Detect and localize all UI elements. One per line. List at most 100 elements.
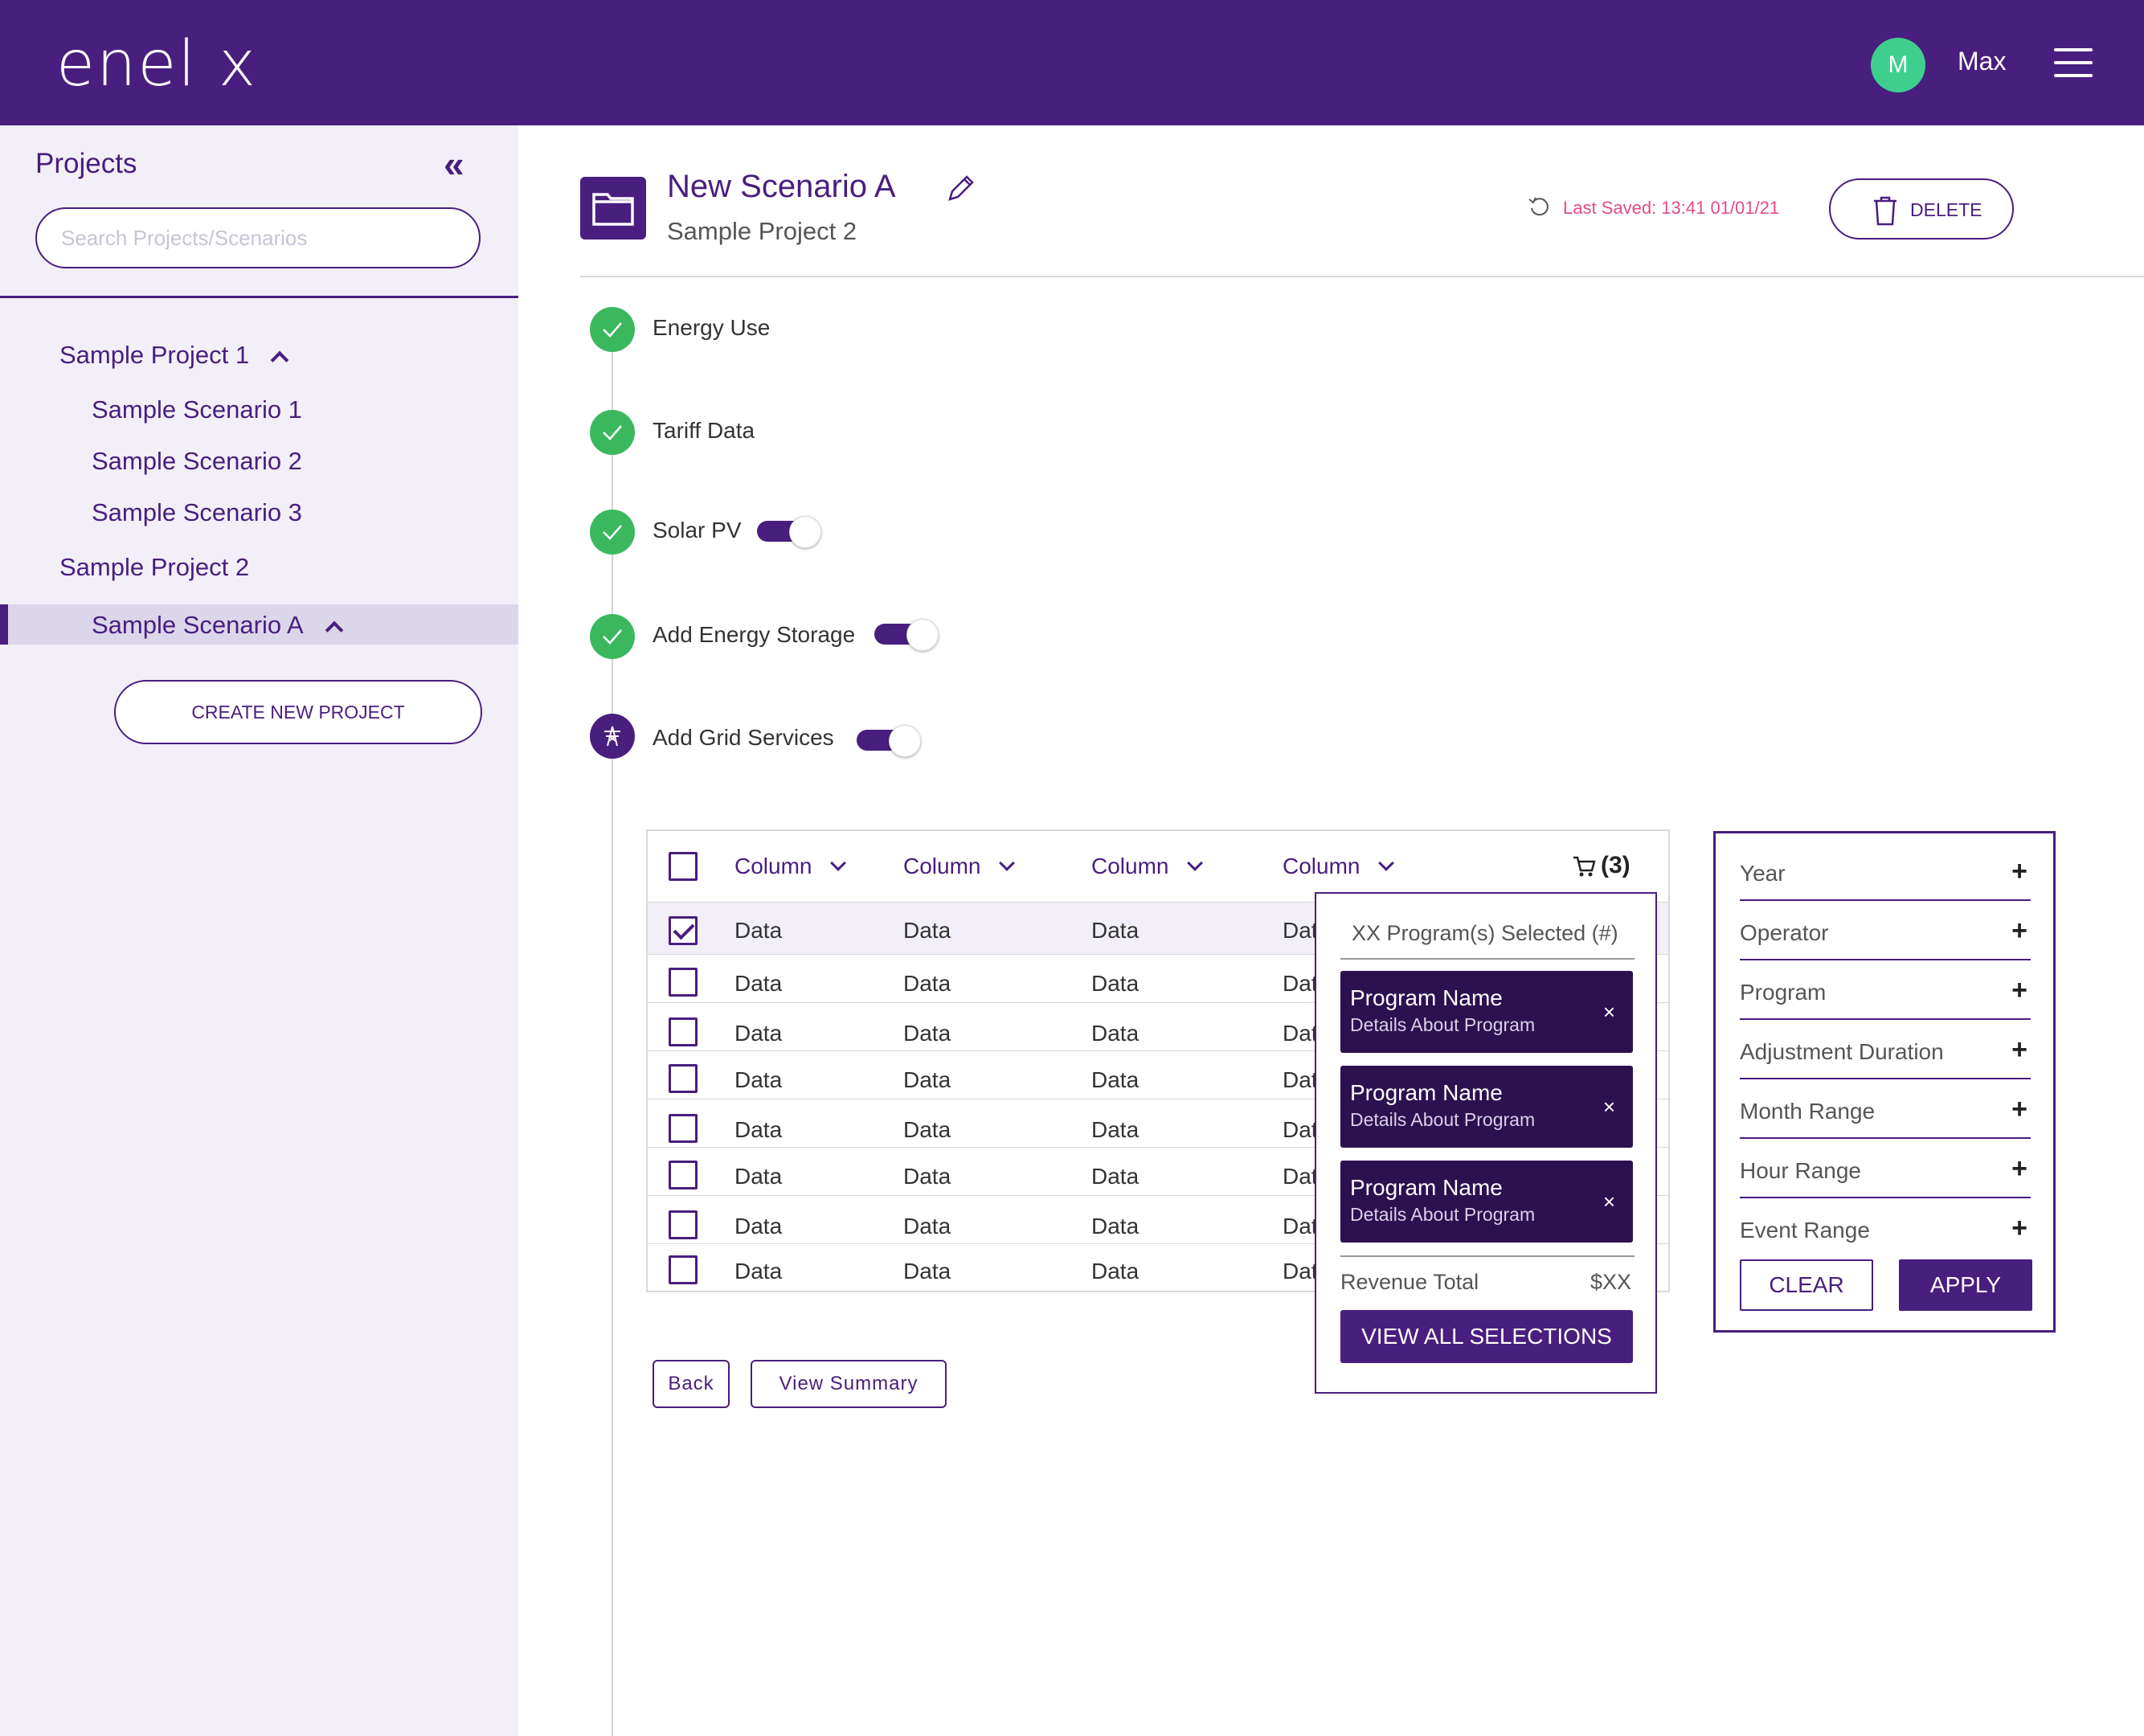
filter-label: Adjustment Duration: [1740, 1039, 1944, 1064]
check-icon: [590, 510, 635, 555]
plus-icon[interactable]: +: [2011, 975, 2027, 1005]
program-details: Details About Program: [1350, 1014, 1536, 1035]
filter-month-range[interactable]: Month Range +: [1740, 1079, 2031, 1139]
row-checkbox[interactable]: [669, 968, 698, 997]
edit-pencil-icon[interactable]: [945, 172, 977, 204]
plus-icon[interactable]: +: [2011, 1213, 2027, 1243]
solar-pv-toggle[interactable]: [757, 516, 821, 548]
chevron-down-icon: [999, 855, 1016, 871]
cart-count: (3): [1601, 852, 1631, 878]
grid-services-toggle[interactable]: [857, 725, 921, 757]
search-projects-input[interactable]: [35, 207, 481, 268]
select-all-checkbox[interactable]: [669, 852, 698, 881]
cart-icon: [1573, 856, 1596, 877]
plus-icon[interactable]: +: [2011, 915, 2027, 946]
plus-icon[interactable]: +: [2011, 856, 2027, 886]
step-tariff-data[interactable]: Tariff Data: [653, 418, 755, 443]
table-cell: Data: [1091, 1164, 1140, 1189]
program-card[interactable]: Program Name Details About Program ×: [1340, 1161, 1633, 1243]
column-header-4[interactable]: Column: [1283, 854, 1395, 879]
project-subtitle: Sample Project 2: [667, 217, 857, 245]
chevron-up-icon[interactable]: [270, 350, 289, 370]
user-name[interactable]: Max: [1958, 47, 2007, 76]
row-divider: [648, 902, 1668, 903]
plus-icon[interactable]: +: [2011, 1094, 2027, 1124]
row-checkbox[interactable]: [669, 1017, 698, 1046]
view-summary-button[interactable]: View Summary: [751, 1360, 947, 1408]
step-energy-storage[interactable]: Add Energy Storage: [653, 622, 856, 647]
apply-filters-button[interactable]: APPLY: [1899, 1259, 2032, 1311]
row-checkbox[interactable]: [669, 1114, 698, 1143]
check-icon: [590, 410, 635, 455]
row-checkbox[interactable]: [669, 916, 698, 945]
table-cell: Data: [903, 1214, 951, 1239]
table-cell: Data: [903, 1117, 951, 1142]
program-card[interactable]: Program Name Details About Program ×: [1340, 971, 1633, 1053]
plus-icon[interactable]: +: [2011, 1153, 2027, 1184]
remove-close-icon[interactable]: ×: [1602, 1189, 1615, 1214]
popup-divider: [1340, 958, 1635, 960]
filter-panel: Year + Operator + Program + Adjustment Dura…: [1713, 831, 2056, 1333]
sidebar-project-1[interactable]: Sample Project 1: [59, 341, 289, 370]
project-label: Sample Project 1: [59, 341, 250, 369]
enel-x-logo[interactable]: enel x: [56, 28, 258, 100]
sidebar-divider: [0, 296, 518, 298]
chevron-up-icon[interactable]: [325, 620, 343, 640]
popup-title: XX Program(s) Selected (#): [1352, 921, 1618, 945]
program-card[interactable]: Program Name Details About Program ×: [1340, 1066, 1633, 1148]
collapse-sidebar-icon[interactable]: «: [444, 143, 464, 185]
program-name: Program Name: [1350, 1175, 1503, 1200]
row-checkbox[interactable]: [669, 1161, 698, 1189]
back-button[interactable]: Back: [653, 1360, 730, 1408]
column-header-label: Column: [903, 854, 981, 878]
row-checkbox[interactable]: [669, 1064, 698, 1093]
hamburger-menu-icon[interactable]: [2054, 48, 2093, 80]
table-cell: Data: [734, 1067, 783, 1092]
filter-program[interactable]: Program +: [1740, 960, 2031, 1020]
step-solar-pv[interactable]: Solar PV: [653, 518, 742, 542]
sidebar-scenario-3[interactable]: Sample Scenario 3: [92, 498, 302, 526]
sidebar-scenario-a[interactable]: Sample Scenario A: [92, 611, 343, 640]
filter-year[interactable]: Year +: [1740, 841, 2031, 901]
filter-label: Program: [1740, 980, 1827, 1005]
clear-filters-button[interactable]: CLEAR: [1740, 1259, 1873, 1311]
view-all-selections-button[interactable]: VIEW ALL SELECTIONS: [1340, 1310, 1633, 1363]
delete-button[interactable]: DELETE: [1829, 178, 2014, 240]
remove-close-icon[interactable]: ×: [1602, 1095, 1615, 1119]
cart-button[interactable]: (3): [1572, 852, 1631, 879]
refresh-icon: [1527, 194, 1551, 219]
active-item-indicator: [0, 604, 8, 645]
chevron-down-icon: [1378, 855, 1395, 871]
remove-close-icon[interactable]: ×: [1602, 1000, 1615, 1024]
filter-label: Operator: [1740, 920, 1829, 945]
user-avatar[interactable]: M: [1871, 38, 1925, 92]
revenue-total-label: Revenue Total: [1340, 1270, 1479, 1294]
row-divider: [648, 1147, 1668, 1148]
filter-hour-range[interactable]: Hour Range +: [1740, 1139, 2031, 1198]
popup-divider: [1340, 1255, 1635, 1257]
create-new-project-button[interactable]: CREATE NEW PROJECT: [114, 680, 482, 744]
filter-event-range[interactable]: Event Range +: [1740, 1198, 2031, 1258]
table-cell: Dat: [1283, 971, 1318, 996]
energy-storage-toggle[interactable]: [874, 619, 939, 651]
column-header-1[interactable]: Column: [734, 854, 847, 879]
column-header-3[interactable]: Column: [1091, 854, 1204, 879]
sidebar-project-2[interactable]: Sample Project 2: [59, 553, 250, 581]
column-header-label: Column: [1091, 854, 1169, 878]
sidebar-scenario-2[interactable]: Sample Scenario 2: [92, 447, 302, 475]
table-cell: Data: [734, 1259, 783, 1284]
row-checkbox[interactable]: [669, 1210, 698, 1239]
stepper-line: [612, 331, 613, 1736]
sidebar-scenario-1[interactable]: Sample Scenario 1: [92, 395, 302, 424]
row-checkbox[interactable]: [669, 1255, 698, 1284]
program-name: Program Name: [1350, 985, 1503, 1010]
table-cell: Data: [1091, 971, 1140, 996]
plus-icon[interactable]: +: [2011, 1034, 2027, 1065]
filter-adjustment-duration[interactable]: Adjustment Duration +: [1740, 1020, 2031, 1079]
step-energy-use[interactable]: Energy Use: [653, 315, 771, 340]
header-divider: [580, 276, 2144, 277]
filter-operator[interactable]: Operator +: [1740, 901, 2031, 960]
column-header-2[interactable]: Column: [903, 854, 1016, 879]
step-grid-services[interactable]: Add Grid Services: [653, 725, 834, 750]
trash-icon: [1874, 196, 1896, 226]
